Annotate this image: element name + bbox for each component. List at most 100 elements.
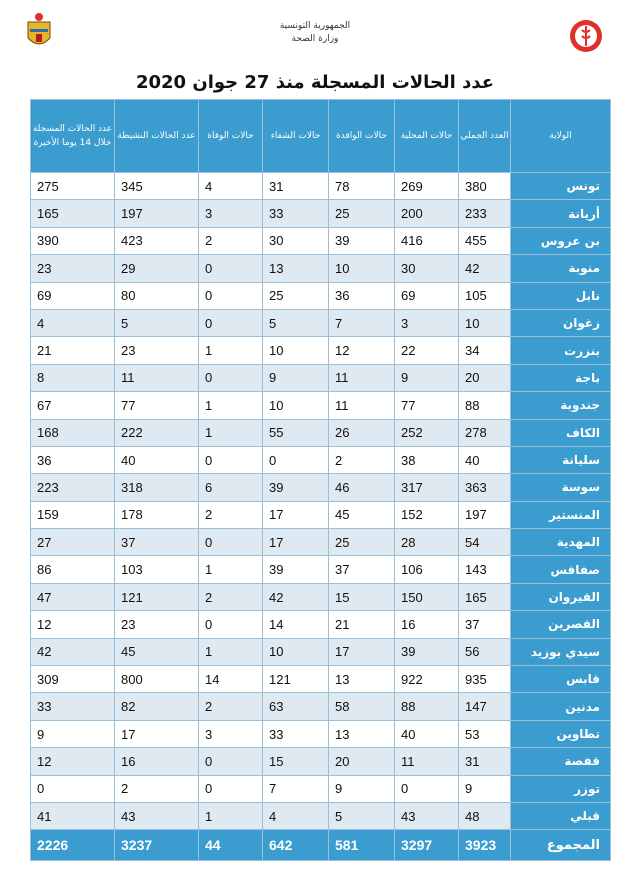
cell-active: 197 <box>114 199 199 228</box>
cell-total: 48 <box>458 801 511 831</box>
cell-recovered: 39 <box>262 473 329 502</box>
cell-recovered: 9 <box>262 363 329 393</box>
cell-total: 88 <box>458 391 511 420</box>
table-row: باجة 20 9 11 9 0 11 8 <box>30 363 611 393</box>
table-row: نابل 105 69 36 25 0 80 69 <box>30 281 611 310</box>
cell-local: 3 <box>394 308 459 338</box>
cell-active: 121 <box>114 582 199 612</box>
cell-total: 165 <box>458 582 511 612</box>
cell-total: 455 <box>458 226 511 256</box>
col-total: العدد الجملي <box>458 99 511 173</box>
cell-governorate: مدنين <box>510 692 611 721</box>
cell-recovered: 10 <box>262 391 329 420</box>
cell-last-14-days: 36 <box>30 445 115 475</box>
header: الجمهورية التونسية وزارة الصحة <box>0 0 630 70</box>
cell-governorate: بنزرت <box>510 336 611 365</box>
cell-total: 197 <box>458 500 511 530</box>
cell-deaths: 1 <box>198 418 263 447</box>
cell-last-14-days: 69 <box>30 281 115 310</box>
cell-local: 40 <box>394 719 459 749</box>
ministry-label: وزارة الصحة <box>291 34 339 44</box>
table-row: تطاوين 53 40 13 33 3 17 9 <box>30 719 611 749</box>
cell-total: 54 <box>458 528 511 557</box>
table-row: الكاف 278 252 26 55 1 222 168 <box>30 418 611 447</box>
table-row: سيدي بوزيد 56 39 17 10 1 45 42 <box>30 637 611 667</box>
cell-active: 37 <box>114 528 199 557</box>
cell-imported: 9 <box>328 774 395 803</box>
cell-imported: 25 <box>328 199 395 228</box>
table-row: جندوبة 88 77 11 10 1 77 67 <box>30 391 611 420</box>
cell-active: 23 <box>114 610 199 639</box>
cell-local: 28 <box>394 528 459 557</box>
cell-local: 0 <box>394 774 459 803</box>
cell-governorate: جندوبة <box>510 391 611 420</box>
cell-recovered: 0 <box>262 445 329 475</box>
cell-imported: 15 <box>328 582 395 612</box>
col-deaths: حالات الوفاة <box>198 99 263 173</box>
cell-recovered: 10 <box>262 637 329 667</box>
cell-last-14-days: 21 <box>30 336 115 365</box>
cell-last-14-days: 390 <box>30 226 115 256</box>
cell-recovered: 39 <box>262 555 329 584</box>
cell-deaths: 0 <box>198 254 263 283</box>
cell-governorate: قابس <box>510 665 611 694</box>
cell-recovered: 33 <box>262 719 329 749</box>
cell-total: 56 <box>458 637 511 667</box>
cell-recovered: 14 <box>262 610 329 639</box>
cell-last-14-days: 168 <box>30 418 115 447</box>
col-governorate: الولاية <box>510 99 611 173</box>
republic-label: الجمهورية التونسية <box>279 21 351 31</box>
cell-local: 416 <box>394 226 459 256</box>
cell-active: 77 <box>114 391 199 420</box>
cell-recovered: 42 <box>262 582 329 612</box>
cell-active: 222 <box>114 418 199 447</box>
cell-active: 5 <box>114 308 199 338</box>
cell-imported: 7 <box>328 308 395 338</box>
cell-last-14-days: 275 <box>30 171 115 201</box>
cell-deaths: 3 <box>198 199 263 228</box>
health-ministry-logo-icon <box>570 20 602 52</box>
cases-table: الولاية العدد الجملي حالات المحلية حالات… <box>30 99 611 862</box>
cell-active: 2 <box>114 774 199 803</box>
cell-deaths: 0 <box>198 445 263 475</box>
cell-deaths: 2 <box>198 582 263 612</box>
cell-deaths: 1 <box>198 391 263 420</box>
total-imported: 581 <box>328 829 395 862</box>
cell-total: 10 <box>458 308 511 338</box>
cell-imported: 25 <box>328 528 395 557</box>
cell-governorate: الكاف <box>510 418 611 447</box>
cell-imported: 21 <box>328 610 395 639</box>
cell-last-14-days: 4 <box>30 308 115 338</box>
cell-local: 150 <box>394 582 459 612</box>
cell-active: 29 <box>114 254 199 283</box>
table-body: تونس 380 269 78 31 4 345 275 أريانة 233 200 25 33 3 19… <box>30 171 611 862</box>
col-last-14-days: عدد الحالات المسجلة خلال 14 يوما الأخيرة <box>30 99 115 173</box>
cell-deaths: 0 <box>198 528 263 557</box>
cell-governorate: باجة <box>510 363 611 393</box>
cell-governorate: زغوان <box>510 308 611 338</box>
cell-total: 37 <box>458 610 511 639</box>
cell-recovered: 10 <box>262 336 329 365</box>
table-row: سوسة 363 317 46 39 6 318 223 <box>30 473 611 502</box>
cell-active: 43 <box>114 801 199 831</box>
cell-last-14-days: 309 <box>30 665 115 694</box>
cell-local: 39 <box>394 637 459 667</box>
cell-recovered: 63 <box>262 692 329 721</box>
cell-imported: 13 <box>328 665 395 694</box>
cell-local: 252 <box>394 418 459 447</box>
cell-total: 34 <box>458 336 511 365</box>
cell-recovered: 33 <box>262 199 329 228</box>
cell-deaths: 2 <box>198 692 263 721</box>
cell-local: 16 <box>394 610 459 639</box>
cell-last-14-days: 33 <box>30 692 115 721</box>
cell-last-14-days: 42 <box>30 637 115 667</box>
cell-deaths: 0 <box>198 281 263 310</box>
col-imported: حالات الوافدة <box>328 99 395 173</box>
cell-imported: 2 <box>328 445 395 475</box>
cell-deaths: 0 <box>198 363 263 393</box>
cell-imported: 39 <box>328 226 395 256</box>
table-row: منوبة 42 30 10 13 0 29 23 <box>30 254 611 283</box>
cell-last-14-days: 159 <box>30 500 115 530</box>
table-row: توزر 9 0 9 7 0 2 0 <box>30 774 611 803</box>
